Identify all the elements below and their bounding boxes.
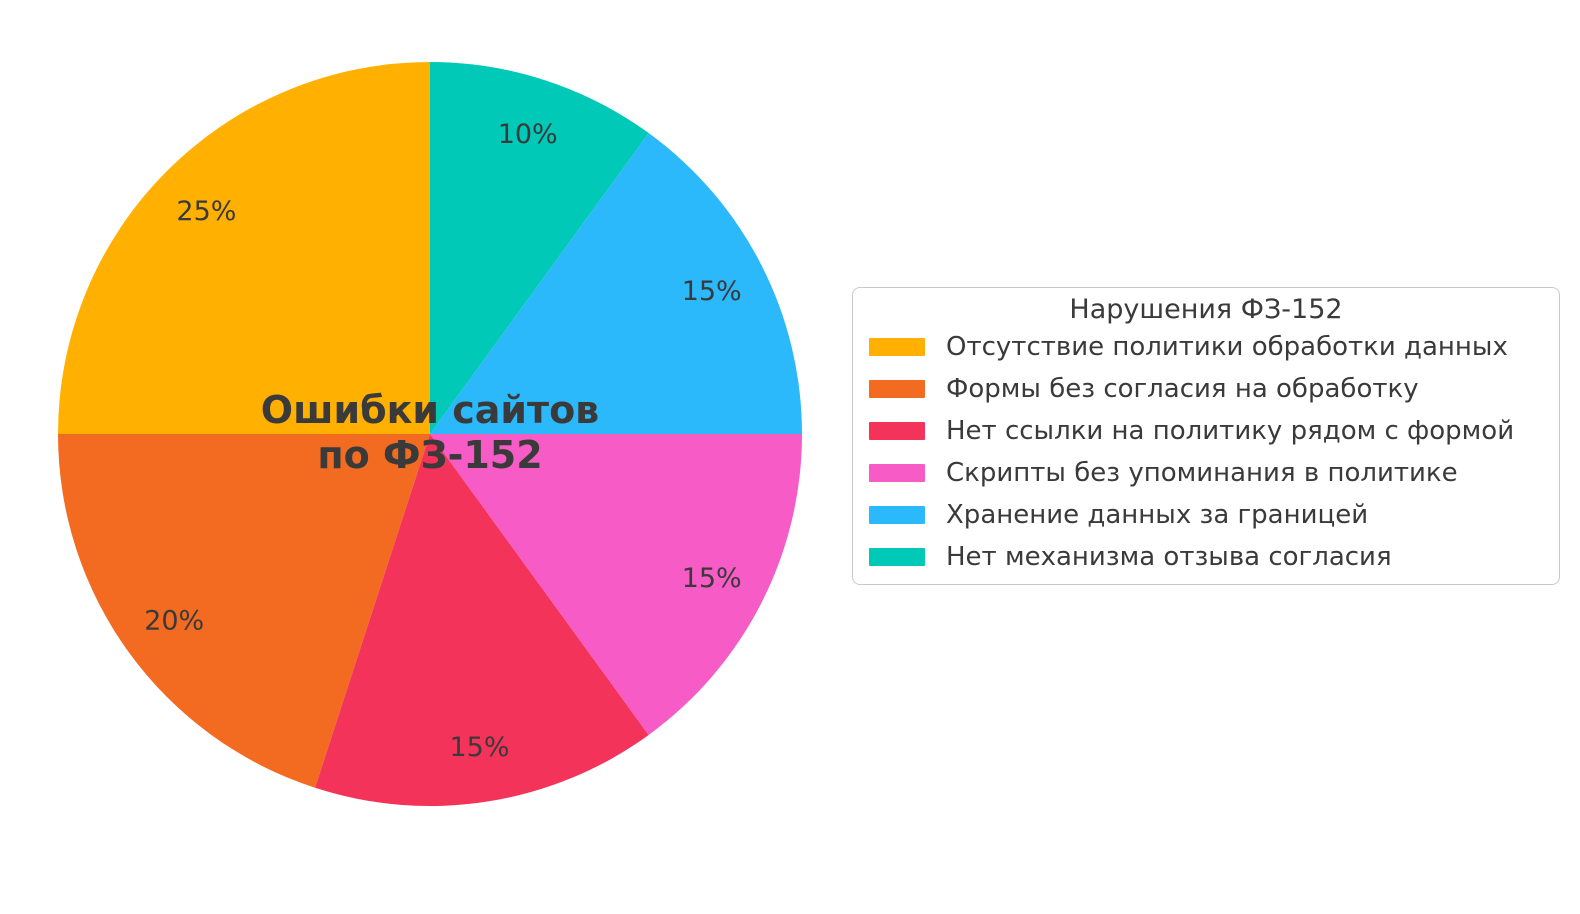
legend-item: Нет ссылки на политику рядом с формой: [869, 410, 1543, 452]
pie-percent-label: 15%: [682, 563, 742, 594]
pie-slice: [430, 62, 649, 434]
legend-title: Нарушения ФЗ-152: [1069, 294, 1343, 325]
legend-items: Отсутствие политики обработки данных Форм…: [869, 326, 1543, 578]
legend-item: Формы без согласия на обработку: [869, 368, 1543, 410]
pie-slice: [430, 434, 802, 735]
legend-item: Хранение данных за границей: [869, 494, 1543, 536]
legend-swatch: [869, 548, 925, 566]
legend-item-label: Скрипты без упоминания в политике: [946, 458, 1458, 488]
pie-slice: [430, 133, 802, 435]
legend-item: Отсутствие политики обработки данных: [869, 326, 1543, 368]
pie-percent-label: 25%: [176, 196, 236, 227]
legend-item: Нет механизма отзыва согласия: [869, 536, 1543, 578]
pie-percent-label: 10%: [498, 119, 558, 150]
legend-swatch: [869, 380, 925, 398]
legend-item: Скрипты без упоминания в политике: [869, 452, 1543, 494]
legend-swatch: [869, 464, 925, 482]
pie-percent-label: 15%: [682, 276, 742, 307]
legend-item-label: Нет механизма отзыва согласия: [946, 542, 1392, 572]
legend-item-label: Отсутствие политики обработки данных: [946, 332, 1508, 362]
pie-slice: [315, 434, 649, 806]
legend-swatch: [869, 338, 925, 356]
legend-item-label: Нет ссылки на политику рядом с формой: [946, 416, 1515, 446]
pie-percent-label: 20%: [144, 605, 204, 636]
legend-item-label: Формы без согласия на обработку: [946, 374, 1419, 404]
legend: Нарушения ФЗ-152 Отсутствие политики обр…: [852, 287, 1560, 585]
pie-percent-label: 15%: [449, 732, 509, 763]
legend-swatch: [869, 422, 925, 440]
legend-swatch: [869, 506, 925, 524]
legend-item-label: Хранение данных за границей: [946, 500, 1369, 530]
pie-slice: [58, 434, 430, 788]
pie-slice: [58, 62, 430, 434]
